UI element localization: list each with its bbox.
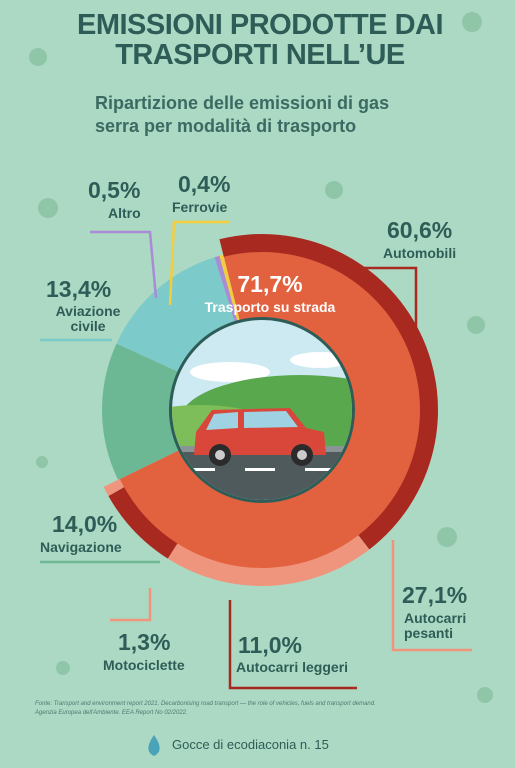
value-label: 71,7%: [237, 271, 303, 297]
logo: [148, 735, 160, 756]
value-label: 0,5%: [88, 177, 141, 203]
category-label: Trasporto su strada: [204, 299, 336, 315]
value-label: 13,4%: [46, 276, 112, 302]
category-label: Autocarri leggeri: [236, 659, 349, 675]
title: EMISSIONI PRODOTTE DAI TRASPORTI NELL’UE: [76, 9, 444, 72]
donut-slice: [102, 343, 191, 480]
value-label: 60,6%: [387, 217, 453, 243]
leader-line: [110, 588, 152, 622]
donut: [102, 234, 439, 586]
category-label: Automobili: [383, 245, 457, 261]
ring-segment: [103, 478, 125, 496]
decor-trees: [29, 12, 493, 703]
value-label: 27,1%: [402, 582, 468, 608]
ring-segment: [167, 535, 370, 586]
source-note: Fonte: Transport and environment report …: [35, 701, 376, 716]
subtitle: Ripartizione delle emissioni di gas serr…: [95, 93, 390, 137]
category-label: Aviazione civile: [55, 303, 121, 334]
donut-slice: [118, 250, 423, 570]
leader-line: [90, 230, 158, 299]
category-label: Motociclette: [103, 657, 185, 673]
leader-line: [168, 220, 230, 306]
leader-lines: [40, 220, 472, 690]
leader-line: [391, 540, 472, 652]
value-label: 14,0%: [52, 511, 118, 537]
leader-line: [228, 600, 357, 690]
car-illustration: [169, 317, 355, 503]
footer: Gocce di ecodiaconia n. 15: [172, 737, 329, 752]
value-label: 11,0%: [238, 632, 302, 658]
category-label: Autocarri pesanti: [404, 610, 467, 641]
value-label: 0,4%: [178, 171, 231, 197]
leader-line: [345, 266, 418, 345]
category-label: Navigazione: [40, 539, 122, 555]
donut-slice: [214, 255, 241, 334]
category-label: Ferrovie: [172, 199, 228, 215]
category-label: Altro: [108, 205, 141, 221]
ring-segment: [108, 487, 178, 559]
value-label: 1,3%: [118, 629, 171, 655]
donut-slice: [219, 254, 243, 333]
